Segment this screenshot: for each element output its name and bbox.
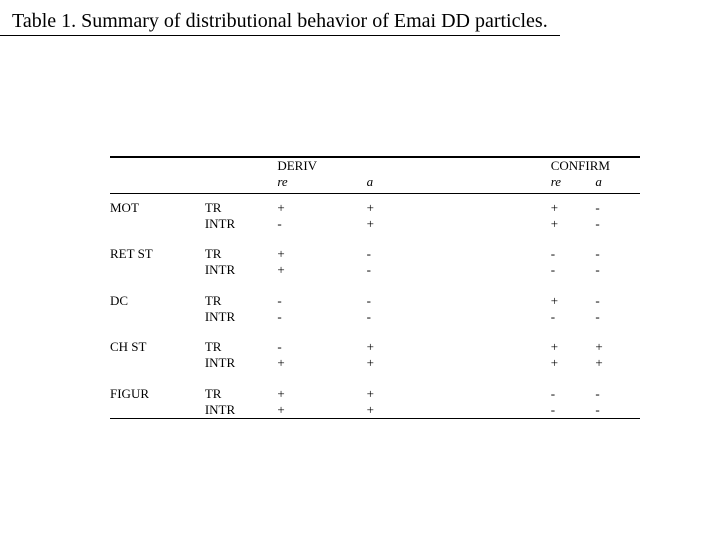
- summary-table: DERIV CONFIRM re a re a MOT TR + + + - I…: [110, 156, 640, 419]
- row-sub: INTR: [205, 309, 278, 325]
- cell: -: [595, 262, 640, 278]
- table-caption: Table 1. Summary of distributional behav…: [0, 0, 560, 36]
- cell: -: [595, 216, 640, 232]
- table-row: FIGUR TR + + - -: [110, 372, 640, 402]
- cell: -: [277, 309, 366, 325]
- cell: +: [277, 193, 366, 216]
- cell: +: [277, 232, 366, 262]
- table-container: DERIV CONFIRM re a re a MOT TR + + + - I…: [110, 156, 640, 419]
- cell: -: [595, 232, 640, 262]
- table-row: RET ST TR + - - -: [110, 232, 640, 262]
- row-sub: TR: [205, 193, 278, 216]
- cell: -: [595, 372, 640, 402]
- cell: -: [551, 402, 596, 419]
- table-row: DC TR - - + -: [110, 279, 640, 309]
- table-row: CH ST TR - + + +: [110, 325, 640, 355]
- cell: +: [551, 216, 596, 232]
- row-sub: TR: [205, 279, 278, 309]
- cell: -: [367, 232, 551, 262]
- table-header-row-2: re a re a: [110, 174, 640, 193]
- row-sub: INTR: [205, 216, 278, 232]
- cell: -: [551, 262, 596, 278]
- row-category: RET ST: [110, 232, 205, 262]
- row-category: DC: [110, 279, 205, 309]
- cell: +: [277, 355, 366, 371]
- row-category: MOT: [110, 193, 205, 216]
- header-deriv: DERIV: [277, 157, 366, 174]
- cell: +: [367, 193, 551, 216]
- cell: +: [551, 355, 596, 371]
- table-row: INTR + + - -: [110, 402, 640, 419]
- cell: +: [367, 355, 551, 371]
- cell: -: [367, 262, 551, 278]
- row-sub: TR: [205, 232, 278, 262]
- row-sub: TR: [205, 325, 278, 355]
- table-row: INTR - - - -: [110, 309, 640, 325]
- row-sub: INTR: [205, 402, 278, 419]
- cell: +: [551, 325, 596, 355]
- cell: -: [367, 279, 551, 309]
- header-conf-re: re: [551, 174, 596, 193]
- cell: -: [367, 309, 551, 325]
- row-category: CH ST: [110, 325, 205, 355]
- row-sub: TR: [205, 372, 278, 402]
- cell: +: [551, 279, 596, 309]
- cell: -: [277, 279, 366, 309]
- cell: +: [277, 402, 366, 419]
- cell: +: [277, 262, 366, 278]
- cell: +: [367, 402, 551, 419]
- cell: +: [367, 325, 551, 355]
- cell: -: [277, 216, 366, 232]
- cell: -: [595, 193, 640, 216]
- header-conf-a: a: [595, 174, 640, 193]
- header-deriv-re: re: [277, 174, 366, 193]
- cell: +: [277, 372, 366, 402]
- cell: -: [595, 309, 640, 325]
- cell: -: [595, 279, 640, 309]
- cell: -: [551, 232, 596, 262]
- table-row: INTR + - - -: [110, 262, 640, 278]
- table-header-row-1: DERIV CONFIRM: [110, 157, 640, 174]
- row-category: FIGUR: [110, 372, 205, 402]
- cell: -: [595, 402, 640, 419]
- cell: +: [595, 325, 640, 355]
- row-sub: INTR: [205, 355, 278, 371]
- cell: -: [551, 372, 596, 402]
- cell: -: [551, 309, 596, 325]
- header-deriv-a: a: [367, 174, 551, 193]
- cell: +: [367, 372, 551, 402]
- cell: +: [367, 216, 551, 232]
- header-confirm: CONFIRM: [551, 157, 640, 174]
- table-row: INTR + + + +: [110, 355, 640, 371]
- cell: +: [551, 193, 596, 216]
- table-row: INTR - + + -: [110, 216, 640, 232]
- cell: -: [277, 325, 366, 355]
- table-row: MOT TR + + + -: [110, 193, 640, 216]
- row-sub: INTR: [205, 262, 278, 278]
- cell: +: [595, 355, 640, 371]
